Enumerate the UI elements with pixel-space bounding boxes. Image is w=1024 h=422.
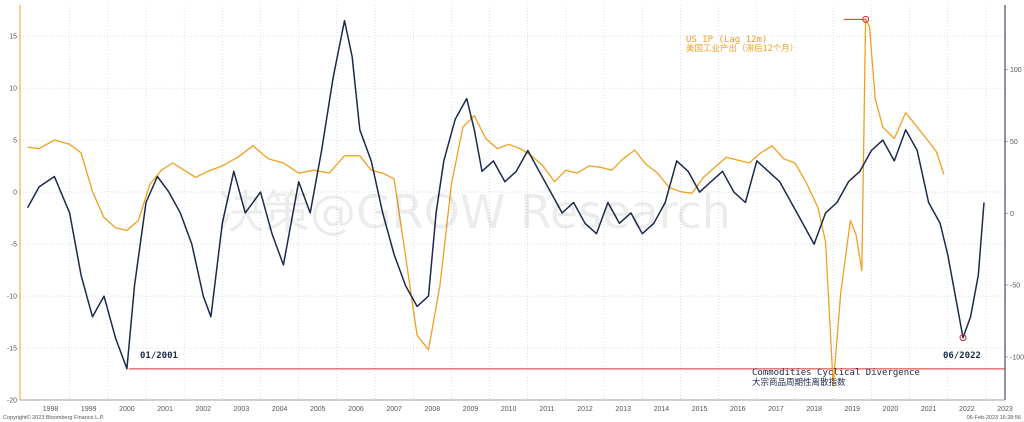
left-tick-label: -15 — [7, 346, 17, 353]
x-tick-label: 2019 — [844, 406, 860, 413]
right-tick-label: 100 — [1010, 67, 1022, 74]
x-tick-label: 1998 — [43, 406, 59, 413]
series-line-commodities-divergence — [26, 19, 985, 370]
x-tick-label: 2001 — [157, 406, 173, 413]
x-tick-label: 2015 — [692, 406, 708, 413]
series-commodities-divergence — [26, 19, 985, 370]
right-tick-label: -50 — [1010, 283, 1020, 290]
x-tick-label: 2011 — [539, 406, 554, 413]
left-tick-label: 10 — [9, 86, 17, 93]
x-tick-label: 2005 — [310, 406, 326, 413]
x-tick-label: 2017 — [768, 406, 784, 413]
series-us-ip — [27, 18, 945, 387]
x-tick-label: 2006 — [348, 406, 364, 413]
left-tick-label: 5 — [13, 138, 17, 145]
x-tick-label: 2023 — [997, 406, 1013, 413]
right-tick-label: 50 — [1010, 139, 1018, 146]
right-tick-label: -100 — [1010, 354, 1024, 361]
left-tick-label: -10 — [7, 294, 17, 301]
x-tick-label: 2000 — [119, 406, 135, 413]
ccd-label: Commodities Cyclical Divergence — [752, 368, 920, 378]
x-tick-label: 2004 — [272, 406, 288, 413]
left-tick-label: -5 — [11, 242, 17, 249]
x-tick-label: 2014 — [654, 406, 670, 413]
x-tick-label: 2009 — [463, 406, 479, 413]
right-tick-label: 0 — [1010, 211, 1014, 218]
low-2001-label: 01/2001 — [140, 351, 178, 361]
series-line-us-ip — [27, 18, 945, 387]
x-tick-label: 2018 — [806, 406, 822, 413]
us-ip-label-cn: 美国工业产出（滞后12个月） — [686, 43, 798, 54]
x-tick-label: 2003 — [234, 406, 250, 413]
watermark: 决策@GROW Research — [218, 185, 731, 239]
low-2022-label: 06/2022 — [943, 351, 981, 361]
x-tick-label: 2016 — [730, 406, 746, 413]
x-tick-label: 2008 — [425, 406, 441, 413]
x-tick-label: 2021 — [921, 406, 937, 413]
left-tick-label: 15 — [9, 34, 17, 41]
x-tick-label: 2013 — [615, 406, 631, 413]
us-ip-label: US IP (Lag 12m) — [686, 35, 767, 45]
timestamp-footer: 06-Feb-2023 16:28:56 — [967, 415, 1021, 421]
annotation-markers — [843, 15, 967, 342]
x-tick-label: 2020 — [883, 406, 899, 413]
us-ip-peak-marker — [862, 15, 870, 23]
x-tick-label: 2002 — [195, 406, 211, 413]
left-tick-label: -20 — [7, 398, 17, 405]
ccd-2022-low-marker — [959, 334, 967, 342]
x-tick-label: 2022 — [959, 406, 975, 413]
left-tick-label: 0 — [13, 190, 17, 197]
x-tick-label: 1999 — [81, 406, 97, 413]
copyright-footer: Copyright© 2023 Bloomberg Finance L.P. — [3, 414, 105, 421]
ccd-label-cn: 大宗商品周期性离散指数 — [752, 377, 846, 388]
axes: 1998 1999 2000 2001 2002 2003 2004 2005 2006 2007… — [7, 5, 1024, 413]
x-tick-label: 2012 — [577, 406, 593, 413]
x-tick-label: 2010 — [501, 406, 517, 413]
x-tick-label: 2007 — [386, 406, 402, 413]
